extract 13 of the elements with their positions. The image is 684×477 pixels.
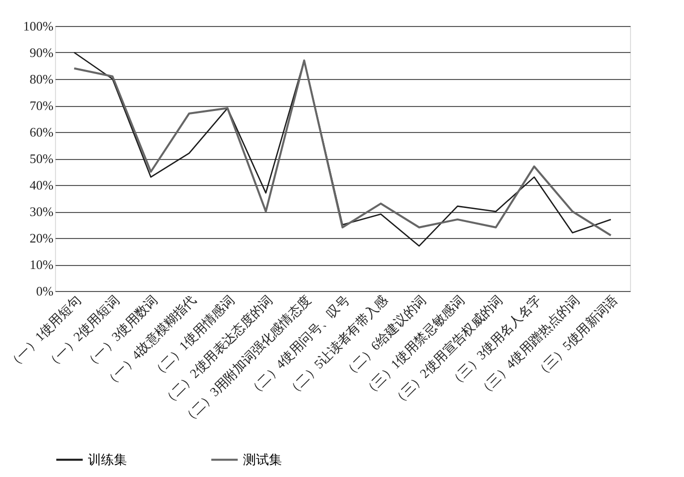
y-tick-label: 90%	[30, 45, 54, 60]
legend-label: 测试集	[243, 452, 282, 467]
y-tick-label: 60%	[30, 124, 54, 140]
y-tick-label: 50%	[30, 151, 54, 166]
y-tick-label: 20%	[30, 230, 54, 246]
y-tick-label: 40%	[30, 178, 54, 192]
y-tick-label: 30%	[30, 204, 54, 219]
y-tick-label: 70%	[30, 98, 54, 113]
legend-label: 训练集	[88, 452, 127, 467]
y-tick-label: 10%	[30, 257, 54, 272]
y-tick-label: 0%	[36, 284, 54, 298]
y-tick-label: 80%	[30, 72, 54, 86]
y-tick-label: 100%	[23, 18, 54, 34]
